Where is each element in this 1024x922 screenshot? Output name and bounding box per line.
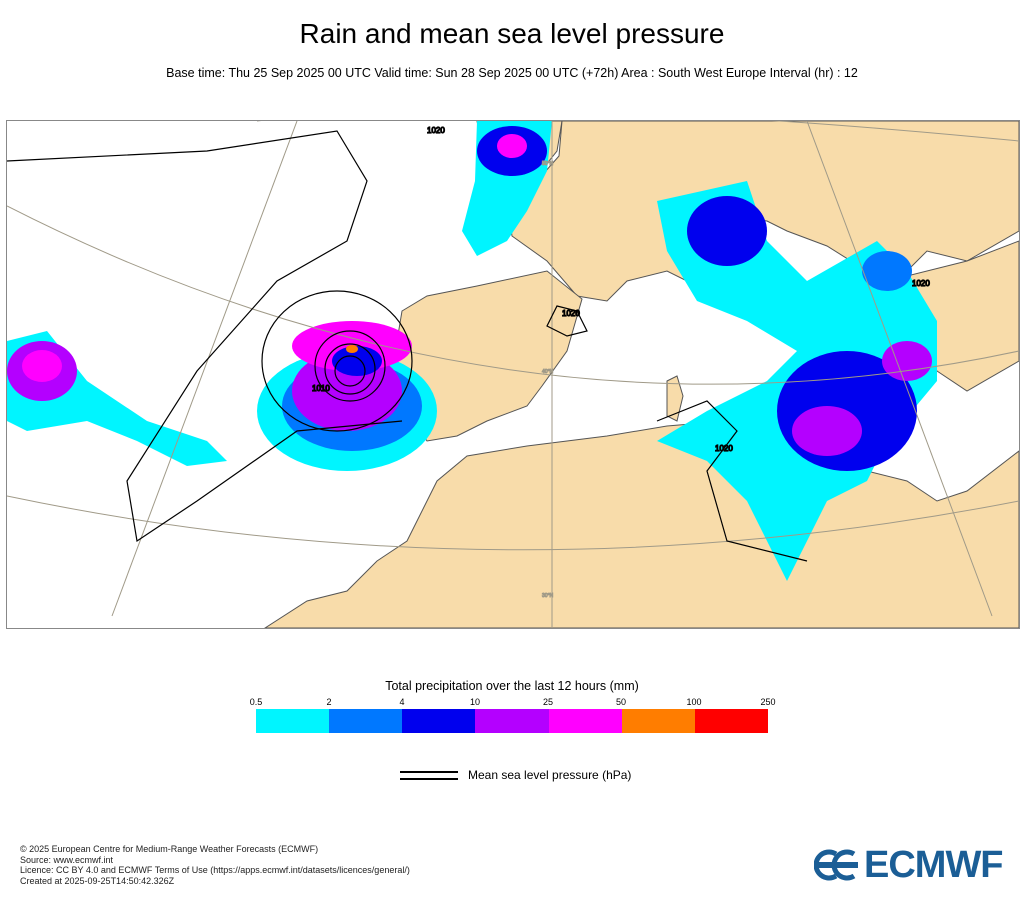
legend-tick: 50 <box>615 697 627 707</box>
isobar-label-1020-north: 1020 <box>427 126 445 135</box>
legend-tick: 0.5 <box>249 697 263 707</box>
land-layer <box>264 121 1019 628</box>
footer-created: Created at 2025-09-25T14:50:42.326Z <box>20 875 175 886</box>
mslp-legend: Mean sea level pressure (hPa) <box>400 768 631 782</box>
ecmwf-logo-text: ECMWF <box>864 843 1004 886</box>
footer-source: Source: www.ecmwf.int <box>20 854 114 865</box>
grid-label-40n: 40°N <box>542 369 554 375</box>
legend-swatch <box>329 709 403 733</box>
chart-title: Rain and mean sea level pressure <box>299 18 725 49</box>
map-canvas: 50°N 40°N 30°N 1020 1020 1020 1010 1020 <box>7 121 1019 628</box>
isobar-layer: 1020 1020 1020 1010 1020 <box>7 125 931 562</box>
legend-swatch <box>548 709 622 733</box>
legend-tick: 25 <box>542 697 554 707</box>
mslp-legend-label: Mean sea level pressure (hPa) <box>468 768 632 782</box>
legend-swatch <box>475 709 549 733</box>
legend-tick: 2 <box>326 697 332 707</box>
legend-tick: 100 <box>686 697 702 707</box>
isobar-label-1020-africa: 1020 <box>715 444 733 453</box>
isobar-label-1010: 1010 <box>312 384 330 393</box>
legend-swatch <box>621 709 695 733</box>
mslp-line-icon <box>400 769 458 781</box>
weather-map: 50°N 40°N 30°N 1020 1020 1020 1010 1020 <box>6 120 1020 629</box>
ecmwf-logo-icon <box>814 849 858 881</box>
legend-tick: 250 <box>760 697 776 707</box>
legend-swatch <box>256 709 330 733</box>
graticule-layer: 50°N 40°N 30°N <box>7 121 1019 628</box>
legend-ticks: 0.5 2 4 10 25 50 100 250 <box>0 697 1024 709</box>
ecmwf-logo: ECMWF <box>814 843 1004 886</box>
legend-title: Total precipitation over the last 12 hou… <box>385 679 639 693</box>
grid-label-30n: 30°N <box>542 593 554 599</box>
legend-swatch <box>402 709 476 733</box>
footer-licence: Licence: CC BY 4.0 and ECMWF Terms of Us… <box>20 865 410 875</box>
legend-tick: 4 <box>399 697 405 707</box>
grid-label-50n: 50°N <box>542 161 554 167</box>
footer-copyright: © 2025 European Centre for Medium-Range … <box>20 844 319 854</box>
isobar-label-1020-east: 1020 <box>912 279 930 288</box>
legend-swatch <box>694 709 768 733</box>
legend-tick: 10 <box>469 697 481 707</box>
chart-subtitle: Base time: Thu 25 Sep 2025 00 UTC Valid … <box>166 66 858 80</box>
isobar-label-1020-iberia: 1020 <box>562 309 580 318</box>
footer: © 2025 European Centre for Medium-Range … <box>20 844 410 886</box>
legend-colorbar <box>256 709 768 733</box>
